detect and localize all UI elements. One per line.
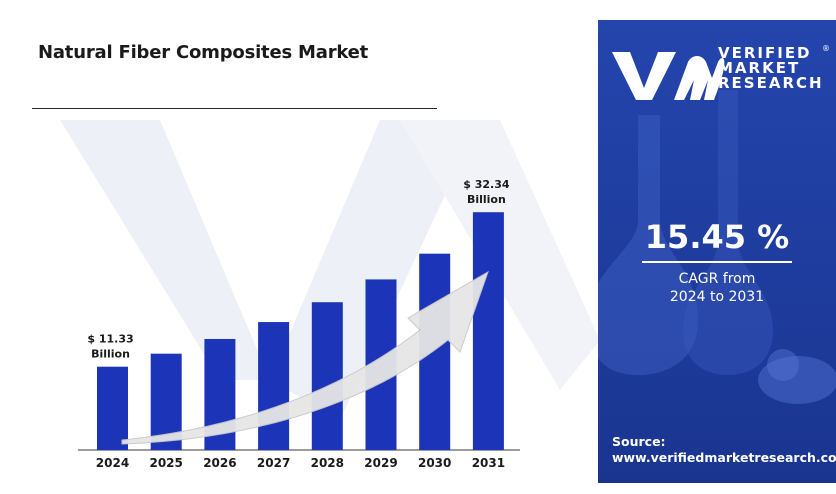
bar-chart: 2024 2025 2026 2027 2028 2029 2030 2031 $ 11.33 B… — [78, 178, 520, 470]
x-tick-label: 2026 — [203, 456, 236, 470]
brand-line-1: VERIFIED — [718, 44, 812, 62]
data-label: $ 32.34 — [463, 178, 510, 191]
info-panel: VERIFIED MARKET RESEARCH ® 15.45 % CAGR … — [598, 20, 836, 483]
data-label: Billion — [91, 348, 130, 361]
x-tick-label: 2028 — [311, 456, 344, 470]
source-url[interactable]: www.verifiedmarketresearch.com — [612, 450, 836, 465]
cagr-label: CAGR from 2024 to 2031 — [598, 270, 836, 306]
cagr-value: 15.45 % — [644, 218, 790, 256]
cagr-divider — [642, 261, 792, 263]
x-tick-label: 2027 — [257, 456, 290, 470]
bar-2027 — [258, 322, 290, 450]
trend-arrow — [121, 270, 489, 445]
x-tick-label: 2031 — [472, 456, 505, 470]
bar-2024 — [97, 366, 128, 450]
vmr-logo-icon — [612, 52, 725, 100]
cagr-label-line-1: CAGR from — [678, 271, 756, 287]
brand-line-3: RESEARCH — [718, 74, 824, 92]
bar-2031 — [472, 212, 504, 450]
brand-name: VERIFIED MARKET RESEARCH — [718, 46, 824, 91]
cagr-label-line-2: 2024 to 2031 — [669, 289, 765, 305]
brand-line-2: MARKET — [718, 59, 801, 77]
data-label: $ 11.33 — [87, 333, 133, 346]
x-tick-label: 2024 — [96, 456, 129, 470]
x-tick-label: 2029 — [364, 456, 397, 470]
bar-2028 — [311, 302, 343, 450]
chart-title: Natural Fiber Composites Market — [38, 42, 369, 63]
lab-glassware-illustration — [598, 20, 836, 483]
source-label: Source: — [612, 434, 666, 449]
x-tick-label: 2025 — [149, 456, 182, 470]
title-divider — [32, 108, 437, 109]
data-label: Billion — [467, 193, 506, 206]
chart-panel: Natural Fiber Composites Market 2024 2025… — [32, 42, 598, 470]
x-tick-label: 2030 — [418, 456, 451, 470]
registered-mark: ® — [822, 44, 830, 53]
source-note: Source: www.verifiedmarketresearch.com — [612, 434, 836, 466]
